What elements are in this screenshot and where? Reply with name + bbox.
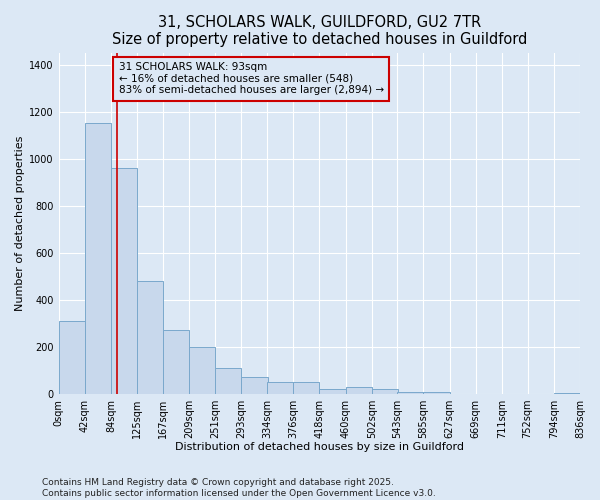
Bar [163, 330, 189, 394]
Bar [293, 382, 319, 394]
Bar [372, 390, 398, 394]
Bar [397, 392, 424, 394]
Y-axis label: Number of detached properties: Number of detached properties [15, 136, 25, 311]
Bar [267, 382, 293, 394]
Bar [85, 124, 111, 394]
Bar [319, 390, 346, 394]
Bar [111, 168, 137, 394]
Bar [189, 347, 215, 394]
Bar [554, 393, 580, 394]
Bar [424, 392, 449, 394]
X-axis label: Distribution of detached houses by size in Guildford: Distribution of detached houses by size … [175, 442, 464, 452]
Text: 31 SCHOLARS WALK: 93sqm
← 16% of detached houses are smaller (548)
83% of semi-d: 31 SCHOLARS WALK: 93sqm ← 16% of detache… [119, 62, 383, 96]
Bar [215, 368, 241, 394]
Bar [346, 387, 372, 394]
Text: Contains HM Land Registry data © Crown copyright and database right 2025.
Contai: Contains HM Land Registry data © Crown c… [42, 478, 436, 498]
Bar [137, 281, 163, 394]
Bar [59, 321, 85, 394]
Title: 31, SCHOLARS WALK, GUILDFORD, GU2 7TR
Size of property relative to detached hous: 31, SCHOLARS WALK, GUILDFORD, GU2 7TR Si… [112, 15, 527, 48]
Bar [241, 378, 268, 394]
